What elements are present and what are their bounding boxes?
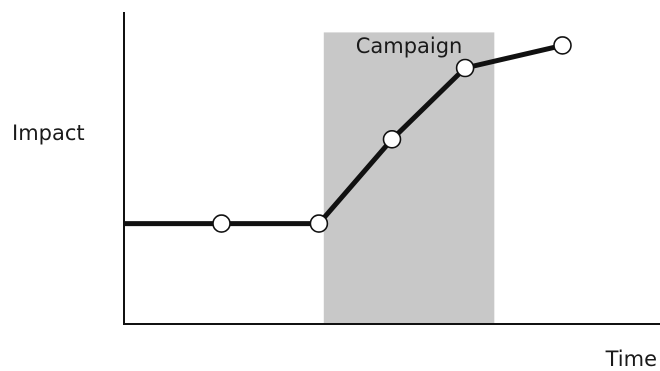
campaign-shaded-span xyxy=(323,32,495,325)
impact-series-line xyxy=(124,42,564,227)
data-point-marker xyxy=(553,36,572,55)
data-point-marker xyxy=(309,214,329,233)
x-axis-label: Time xyxy=(605,347,657,371)
campaign-span-layer xyxy=(323,32,495,325)
data-point-marker xyxy=(212,214,231,233)
series-layer xyxy=(124,42,564,227)
marker-layer xyxy=(212,36,572,233)
y-axis-label: Impact xyxy=(12,121,85,145)
label-layer: Impact Time Campaign xyxy=(12,34,657,371)
axes-lines xyxy=(123,12,660,325)
axes xyxy=(123,12,660,325)
campaign-label: Campaign xyxy=(356,34,463,58)
data-point-marker xyxy=(455,58,475,78)
data-point-marker xyxy=(382,130,402,149)
